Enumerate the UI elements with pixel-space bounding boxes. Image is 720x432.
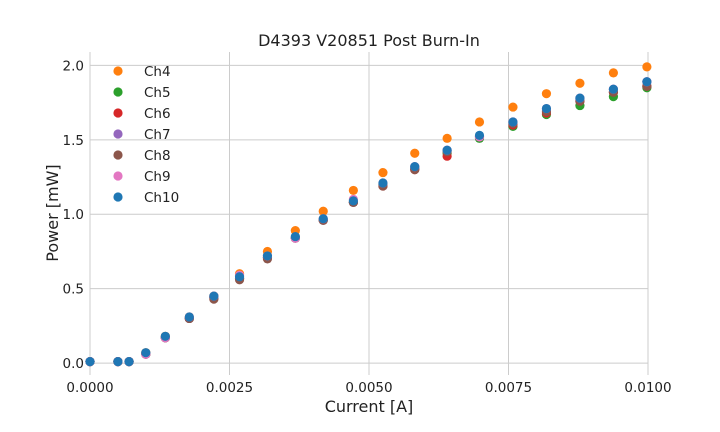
data-point bbox=[410, 148, 420, 158]
data-point bbox=[262, 251, 273, 261]
x-tick-labels: 0.0000 0.0025 0.0050 0.0075 0.0100 bbox=[66, 380, 671, 396]
legend-item: Ch9 bbox=[113, 169, 171, 185]
grid-lines bbox=[89, 52, 649, 375]
legend-marker bbox=[113, 192, 123, 202]
legend-marker bbox=[113, 129, 123, 139]
data-point bbox=[442, 145, 452, 155]
legend-marker bbox=[113, 66, 123, 76]
data-point bbox=[642, 77, 652, 87]
x-tick-label: 0.0000 bbox=[66, 380, 113, 396]
data-point bbox=[209, 291, 219, 301]
y-tick-label: 0.5 bbox=[63, 282, 84, 298]
data-point bbox=[442, 133, 452, 143]
data-point bbox=[290, 231, 300, 242]
legend-label: Ch5 bbox=[144, 85, 171, 101]
legend-item: Ch10 bbox=[113, 190, 179, 206]
legend-item: Ch6 bbox=[113, 106, 171, 122]
data-point bbox=[348, 185, 358, 196]
data-point bbox=[318, 206, 328, 216]
data-point bbox=[160, 331, 170, 341]
data-point bbox=[85, 357, 95, 367]
y-tick-label: 1.0 bbox=[63, 207, 84, 223]
data-point bbox=[410, 162, 420, 172]
x-axis-label: Current [A] bbox=[325, 397, 414, 416]
legend-marker bbox=[113, 171, 123, 181]
data-point bbox=[608, 84, 619, 94]
data-point bbox=[608, 68, 619, 78]
legend-item: Ch7 bbox=[113, 127, 171, 143]
x-tick-label: 0.0050 bbox=[345, 380, 392, 396]
data-point bbox=[474, 130, 485, 140]
legend-item: Ch5 bbox=[113, 85, 171, 101]
data-point bbox=[378, 167, 388, 178]
data-point bbox=[541, 103, 552, 114]
data-point bbox=[474, 117, 485, 127]
series-ch10 bbox=[85, 77, 652, 367]
data-point bbox=[642, 62, 652, 72]
legend: Ch4 Ch5 Ch6 Ch7 Ch8 Ch9 Ch10 bbox=[113, 64, 179, 206]
data-point bbox=[113, 357, 123, 367]
x-tick-label: 0.0025 bbox=[206, 380, 253, 396]
data-point bbox=[378, 178, 388, 188]
data-points bbox=[85, 62, 652, 367]
legend-marker bbox=[113, 87, 123, 97]
legend-label: Ch4 bbox=[144, 64, 171, 80]
data-point bbox=[234, 272, 245, 282]
y-tick-label: 0.0 bbox=[63, 356, 84, 372]
data-point bbox=[508, 117, 518, 127]
data-point bbox=[541, 89, 552, 99]
data-point bbox=[124, 357, 134, 367]
legend-marker bbox=[113, 108, 123, 118]
legend-item: Ch4 bbox=[113, 64, 171, 80]
y-tick-label: 2.0 bbox=[63, 58, 84, 74]
data-point bbox=[348, 196, 358, 206]
data-point bbox=[508, 102, 518, 112]
data-point bbox=[318, 214, 328, 224]
legend-item: Ch8 bbox=[113, 148, 171, 164]
data-point bbox=[184, 312, 194, 322]
data-point bbox=[575, 93, 585, 103]
x-tick-label: 0.0075 bbox=[485, 380, 532, 396]
legend-label: Ch7 bbox=[144, 127, 171, 143]
data-point bbox=[575, 78, 585, 88]
legend-label: Ch8 bbox=[144, 148, 171, 164]
legend-marker bbox=[113, 150, 123, 160]
data-point bbox=[141, 348, 151, 358]
legend-label: Ch10 bbox=[144, 190, 179, 206]
legend-label: Ch6 bbox=[144, 106, 171, 122]
legend-label: Ch9 bbox=[144, 169, 171, 185]
chart-title: D4393 V20851 Post Burn-In bbox=[258, 31, 480, 50]
y-tick-label: 1.5 bbox=[63, 133, 84, 149]
y-tick-labels: 0.0 0.5 1.0 1.5 2.0 bbox=[63, 58, 84, 372]
y-axis-label: Power [mW] bbox=[43, 164, 62, 261]
x-tick-label: 0.0100 bbox=[624, 380, 671, 396]
